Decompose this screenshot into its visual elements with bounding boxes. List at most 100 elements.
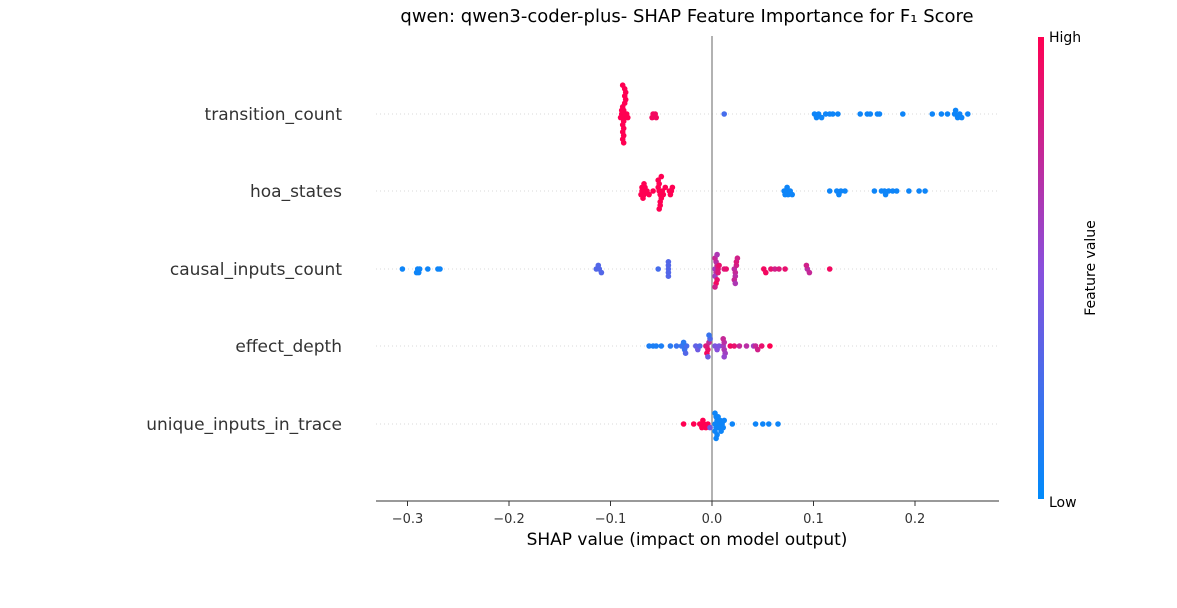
shap-point — [763, 269, 769, 276]
shap-point — [625, 114, 631, 121]
shap-point — [595, 262, 602, 269]
shap-point — [656, 206, 662, 212]
shap-point — [673, 343, 680, 349]
shap-point — [760, 421, 766, 427]
feature-label: unique_inputs_in_trace — [146, 415, 342, 435]
feature-label: hoa_states — [250, 182, 342, 202]
shap-point — [830, 111, 836, 117]
shap-point — [680, 339, 687, 346]
x-axis-title: SHAP value (impact on model output) — [527, 530, 848, 550]
shap-point — [667, 343, 674, 349]
shap-point — [893, 188, 900, 194]
shap-point — [669, 184, 676, 191]
shap-point — [952, 107, 959, 114]
shap-point — [682, 350, 689, 357]
shap-point — [665, 259, 672, 265]
shap-point — [653, 343, 659, 349]
shap-point — [958, 114, 965, 121]
shap-point — [641, 181, 647, 187]
shap-point — [842, 188, 848, 194]
feature-gridlines — [376, 113, 999, 425]
chart-title: qwen: qwen3-coder-plus- SHAP Feature Imp… — [400, 6, 973, 27]
x-axis-ticks: −0.3 −0.2 −0.1 0.0 0.1 0.2 — [392, 501, 926, 527]
shap-point — [775, 421, 781, 427]
shap-point — [617, 114, 624, 121]
feature-label: transition_count — [205, 105, 343, 125]
x-tick-label: −0.1 — [595, 512, 627, 527]
shap-point — [900, 111, 906, 117]
shap-point — [415, 269, 422, 276]
shap-point — [736, 343, 743, 349]
feature-label: causal_inputs_count — [170, 260, 342, 280]
shap-point — [734, 255, 741, 261]
shap-point — [822, 111, 829, 117]
shap-point — [619, 82, 626, 88]
shap-point — [715, 414, 721, 420]
shap-point — [767, 343, 773, 349]
colorbar-low-label: Low — [1049, 495, 1077, 511]
colorbar-title: Feature value — [1083, 220, 1099, 316]
shap-points — [399, 82, 971, 442]
shap-point — [929, 111, 936, 117]
shap-point — [789, 191, 795, 198]
shap-point — [667, 191, 674, 198]
shap-point — [732, 280, 739, 287]
shap-point — [721, 417, 727, 424]
feature-label: effect_depth — [235, 337, 342, 357]
shap-point — [650, 188, 656, 194]
shap-point — [938, 111, 945, 117]
shap-point — [662, 184, 669, 191]
colorbar — [1038, 37, 1044, 499]
shap-point — [754, 346, 761, 353]
shap-point — [743, 343, 750, 349]
shap-point — [705, 354, 711, 360]
shap-point — [803, 262, 810, 269]
shap-point — [712, 284, 718, 290]
shap-point — [776, 266, 782, 272]
shap-point — [876, 111, 883, 117]
shap-point — [782, 191, 788, 198]
shap-point — [640, 195, 646, 201]
shap-point — [731, 343, 738, 349]
shap-point — [782, 266, 788, 272]
shap-point — [727, 343, 734, 349]
shap-point — [818, 114, 825, 121]
shap-point — [752, 421, 759, 427]
shap-point — [784, 184, 790, 191]
shap-point — [653, 114, 659, 121]
shap-point — [680, 421, 687, 427]
shap-point — [857, 111, 863, 117]
shap-point — [658, 173, 665, 180]
shap-point — [768, 266, 774, 272]
shap-point — [922, 188, 928, 194]
shap-point — [425, 266, 431, 272]
shap-point — [658, 343, 665, 349]
feature-labels: transition_count hoa_states causal_inputs_… — [146, 105, 342, 435]
shap-point — [835, 111, 841, 117]
shap-point — [713, 435, 719, 442]
x-tick-label: 0.2 — [905, 512, 926, 527]
shap-point — [758, 343, 765, 349]
shap-point — [716, 262, 722, 269]
shap-point — [399, 266, 406, 272]
shap-point — [437, 266, 443, 272]
shap-point — [867, 111, 874, 117]
shap-point — [665, 273, 672, 280]
shap-point — [721, 111, 727, 117]
x-tick-label: 0.0 — [702, 512, 723, 527]
shap-point — [720, 424, 726, 431]
shap-point — [882, 191, 889, 198]
shap-point — [729, 421, 736, 427]
shap-point — [916, 188, 922, 194]
shap-point — [965, 111, 971, 117]
shap-point — [649, 114, 655, 121]
shap-point — [772, 266, 778, 272]
shap-point — [707, 424, 713, 431]
shap-point — [660, 191, 667, 198]
shap-point — [720, 336, 726, 342]
shap-point — [944, 111, 951, 117]
shap-point — [721, 354, 727, 360]
x-tick-label: −0.2 — [493, 512, 525, 527]
shap-point — [690, 421, 697, 427]
